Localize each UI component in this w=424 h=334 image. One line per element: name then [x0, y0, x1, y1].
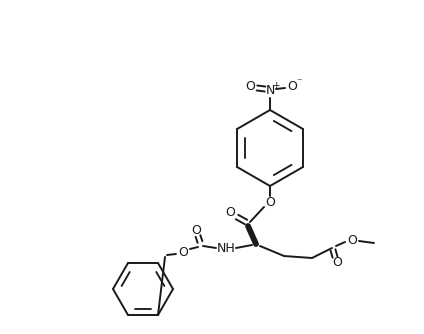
Text: O: O	[225, 205, 235, 218]
Text: ⁻: ⁻	[296, 77, 302, 87]
Text: +: +	[272, 81, 280, 91]
Text: N: N	[265, 85, 275, 98]
Text: O: O	[178, 245, 188, 259]
Text: O: O	[332, 257, 342, 270]
Text: O: O	[265, 195, 275, 208]
Text: NH: NH	[217, 242, 235, 256]
Text: O: O	[347, 233, 357, 246]
Text: O: O	[191, 223, 201, 236]
Text: O: O	[245, 79, 255, 93]
Text: O: O	[287, 79, 297, 93]
